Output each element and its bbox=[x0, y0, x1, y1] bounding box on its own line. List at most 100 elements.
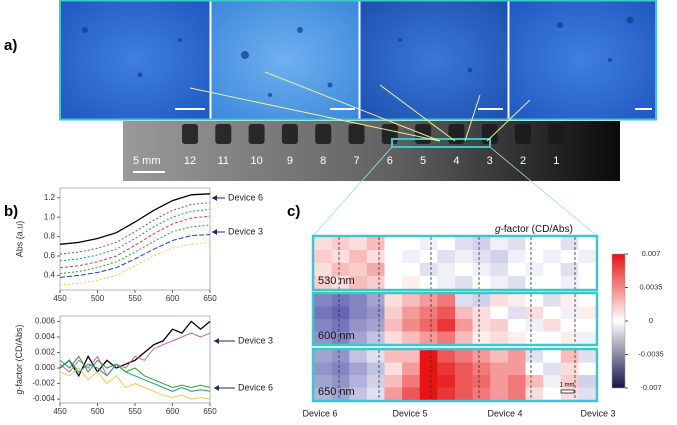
heatmap-cell bbox=[402, 250, 421, 264]
heatmap-cell bbox=[543, 375, 562, 388]
heatmap-cell bbox=[455, 350, 473, 363]
zoom-lines bbox=[312, 146, 598, 237]
heatmap-cell bbox=[507, 250, 526, 264]
heatmap-cell bbox=[331, 306, 350, 320]
heatmap-cell bbox=[384, 294, 403, 307]
heatmap-cell bbox=[560, 350, 579, 363]
heatmap-cell bbox=[331, 319, 350, 332]
scale-bar-label: 5 mm bbox=[133, 155, 161, 167]
heatmap-cell bbox=[419, 319, 438, 332]
heatmap-cell bbox=[472, 250, 491, 264]
device-window bbox=[548, 124, 565, 144]
heatmap-cell bbox=[490, 319, 509, 332]
x-tick-label: 600 bbox=[166, 407, 180, 416]
heatmap-cell bbox=[366, 276, 385, 290]
heatmap-cell bbox=[314, 350, 332, 363]
heatmap-cell bbox=[507, 331, 526, 345]
heatmap-cell bbox=[314, 306, 332, 320]
heatmap-cell bbox=[525, 362, 544, 376]
heatmap-cell bbox=[472, 263, 491, 277]
data-line bbox=[59, 332, 211, 377]
wavelength-label: 600 nm bbox=[318, 330, 355, 342]
heatmap-cell bbox=[402, 375, 421, 388]
annotation: Device 3 bbox=[228, 226, 263, 236]
device-name: Device 5 bbox=[392, 408, 427, 418]
heatmap-title-part: g bbox=[495, 224, 501, 235]
heatmap-cell bbox=[402, 306, 421, 320]
x-tick-label: 600 bbox=[166, 294, 180, 303]
heatmap-cell bbox=[419, 294, 438, 307]
heatmap-cell bbox=[366, 331, 385, 345]
heatmap-cell bbox=[525, 263, 544, 277]
panel-label: c) bbox=[287, 203, 300, 220]
heatmap-cell bbox=[384, 250, 403, 264]
x-tick-label: 500 bbox=[91, 407, 105, 416]
heatmap-cell bbox=[349, 294, 368, 307]
heatmap-cell bbox=[366, 306, 385, 320]
y-tick-label: 0.006 bbox=[35, 317, 56, 326]
heatmap-cell bbox=[578, 350, 597, 363]
heatmap-cell bbox=[314, 331, 332, 345]
heatmap-cell bbox=[331, 294, 350, 307]
device-window bbox=[182, 124, 198, 144]
device-window bbox=[515, 124, 531, 144]
heatmap-cell bbox=[472, 331, 491, 345]
data-line bbox=[59, 202, 211, 255]
heatmap-cell bbox=[543, 362, 562, 376]
heatmap-cell bbox=[349, 263, 368, 277]
colorbar-tick-label: -0.0035 bbox=[638, 349, 663, 358]
heatmap-cell bbox=[331, 276, 350, 290]
heatmap-cell bbox=[560, 362, 579, 376]
data-line bbox=[59, 224, 211, 274]
heatmap-cell bbox=[349, 319, 368, 332]
heatmap-cell bbox=[402, 294, 421, 307]
heatmap-cell bbox=[455, 263, 473, 277]
scale-bar bbox=[560, 389, 575, 394]
heatmap-cell bbox=[314, 319, 332, 332]
heatmap-cell bbox=[419, 276, 438, 290]
heatmap-cell bbox=[366, 387, 385, 401]
y-tick-label: 1.0 bbox=[44, 212, 56, 221]
heatmap-cell bbox=[525, 276, 544, 290]
heatmap-cell bbox=[543, 237, 562, 251]
heatmap-cell bbox=[543, 331, 562, 345]
device-label: 4 bbox=[453, 155, 459, 167]
device-window bbox=[315, 124, 332, 144]
heatmap-frame bbox=[311, 234, 599, 292]
heatmap-cell bbox=[507, 237, 526, 251]
heatmap-cell bbox=[560, 294, 579, 307]
y-tick-label: 0.6 bbox=[44, 251, 56, 260]
y-axis-label: Abs (a.u) bbox=[14, 221, 24, 258]
heatmap-cell bbox=[543, 387, 562, 401]
heatmap-cell bbox=[507, 306, 526, 320]
heatmap-cell bbox=[437, 331, 456, 345]
heatmap-cell bbox=[543, 350, 562, 363]
heatmap-cell bbox=[437, 237, 456, 251]
heatmap-cell bbox=[384, 350, 403, 363]
heatmap-cell bbox=[419, 375, 438, 388]
y-axis-label-part: -factor (CD/Abs) bbox=[14, 324, 24, 389]
heatmap-cell bbox=[578, 375, 597, 388]
heatmap-cell bbox=[560, 331, 579, 345]
device-label: 8 bbox=[320, 155, 326, 167]
heatmap-cell bbox=[472, 294, 491, 307]
heatmap-cell bbox=[455, 237, 473, 251]
heatmap-cell bbox=[560, 319, 579, 332]
heatmap-cell bbox=[402, 362, 421, 376]
heatmap-cell bbox=[349, 362, 368, 376]
x-tick-label: 550 bbox=[128, 294, 142, 303]
heatmap-title: g-factor (CD/Abs) bbox=[495, 224, 573, 235]
heatmap-cell bbox=[437, 294, 456, 307]
colorbar bbox=[611, 253, 626, 389]
heatmap-cell bbox=[525, 319, 544, 332]
heatmap-cell bbox=[331, 387, 350, 401]
heatmap-cell bbox=[507, 375, 526, 388]
heatmap-cell bbox=[560, 250, 579, 264]
heatmap-cell bbox=[437, 306, 456, 320]
heatmap-cell bbox=[455, 294, 473, 307]
heatmap-cell bbox=[578, 306, 597, 320]
heatmap-cell bbox=[331, 250, 350, 264]
heatmap-cell bbox=[578, 237, 597, 251]
heatmap-cell bbox=[472, 306, 491, 320]
